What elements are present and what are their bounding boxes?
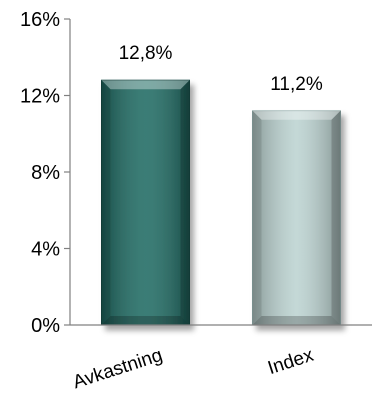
bar-bevel-top xyxy=(101,80,190,90)
bar-bevel-top xyxy=(252,110,341,120)
x-tick-label: Avkastning xyxy=(70,345,165,394)
data-label: 11,2% xyxy=(270,74,323,95)
y-tick-label: 4% xyxy=(31,239,60,261)
bar-sheen xyxy=(252,110,341,325)
bar-bevel-right xyxy=(331,110,341,325)
y-tick-label: 8% xyxy=(31,162,60,184)
bar-sheen xyxy=(101,80,190,325)
y-tick-label: 0% xyxy=(31,315,60,337)
bar-bevel-left xyxy=(101,80,111,325)
bar-avkastning xyxy=(101,79,190,326)
data-label: 12,8% xyxy=(119,43,173,64)
y-tick-label: 16% xyxy=(20,9,60,31)
bar-index xyxy=(252,110,341,326)
bar-bevel-bottom xyxy=(101,316,190,325)
bar-bevel-right xyxy=(180,80,190,325)
x-tick-label: Index xyxy=(265,345,316,379)
y-ticks: 0% 4% 8% 12% 16% xyxy=(20,9,70,337)
y-tick-label: 12% xyxy=(20,86,60,108)
bars-layer xyxy=(101,79,341,326)
bar-bevel-left xyxy=(252,110,262,325)
bar-bevel-bottom xyxy=(252,316,341,325)
